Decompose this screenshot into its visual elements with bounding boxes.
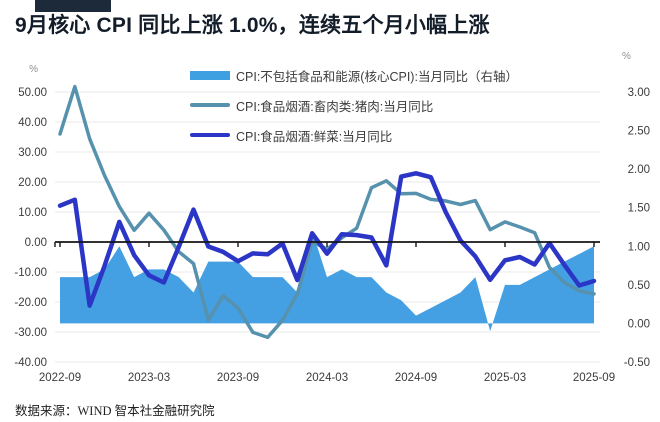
svg-text:0.50: 0.50 <box>628 280 650 292</box>
zero-axis <box>54 241 600 247</box>
svg-text:2024-03: 2024-03 <box>306 372 348 384</box>
legend-label: CPI:食品烟酒:畜肉类:猪肉:当月同比 <box>236 99 434 114</box>
legend-item-vegetable-cpi: CPI:食品烟酒:鲜菜:当月同比 <box>190 120 518 150</box>
svg-text:%: % <box>622 51 631 62</box>
svg-text:2023-03: 2023-03 <box>128 372 170 384</box>
svg-text:2.50: 2.50 <box>628 126 650 138</box>
pork-cpi-line-series <box>58 84 596 340</box>
svg-text:2.00: 2.00 <box>628 164 650 176</box>
core-cpi-area-series <box>60 230 594 332</box>
svg-text:50.00: 50.00 <box>18 87 47 99</box>
data-source-label: 数据来源：WIND 智本社金融研究院 <box>15 404 215 418</box>
pork-cpi-line-swatch <box>190 103 230 107</box>
svg-text:-0.50: -0.50 <box>624 357 650 369</box>
svg-text:0.00: 0.00 <box>628 318 650 330</box>
legend-item-core-cpi: CPI:不包括食品和能源(核心CPI):当月同比（右轴） <box>190 60 518 90</box>
vegetable-cpi-line-swatch <box>190 133 230 137</box>
svg-text:10.00: 10.00 <box>18 207 47 219</box>
svg-text:2025-09: 2025-09 <box>573 372 615 384</box>
chart-legend: CPI:不包括食品和能源(核心CPI):当月同比（右轴） CPI:食品烟酒:畜肉… <box>190 60 518 150</box>
svg-text:40.00: 40.00 <box>18 117 47 129</box>
x-axis-labels: 2022-09 2023-03 2023-09 2024-03 2024-09 2025-… <box>39 372 615 384</box>
legend-item-pork-cpi: CPI:食品烟酒:畜肉类:猪肉:当月同比 <box>190 90 518 120</box>
svg-text:-20.00: -20.00 <box>14 297 47 309</box>
svg-text:3.00: 3.00 <box>628 87 650 99</box>
svg-text:2022-09: 2022-09 <box>39 372 81 384</box>
svg-text:-10.00: -10.00 <box>14 267 47 279</box>
svg-text:30.00: 30.00 <box>18 147 47 159</box>
legend-label: CPI:食品烟酒:鲜菜:当月同比 <box>236 129 393 144</box>
svg-text:2023-09: 2023-09 <box>217 372 259 384</box>
svg-text:%: % <box>29 64 38 75</box>
core-cpi-area-swatch <box>190 70 230 80</box>
svg-text:2024-09: 2024-09 <box>395 372 437 384</box>
axis-unit-labels: %% <box>29 51 631 75</box>
header-block <box>35 0 111 12</box>
svg-text:0.00: 0.00 <box>25 237 47 249</box>
legend-label: CPI:不包括食品和能源(核心CPI):当月同比（右轴） <box>236 69 518 84</box>
svg-text:2025-03: 2025-03 <box>484 372 526 384</box>
left-axis-labels: 50.00 40.00 30.00 20.00 10.00 0.00 -10.00 -20.0… <box>14 87 47 369</box>
svg-text:20.00: 20.00 <box>18 177 47 189</box>
vegetable-cpi-line-series <box>57 171 597 308</box>
svg-text:-40.00: -40.00 <box>14 357 47 369</box>
svg-text:1.00: 1.00 <box>628 241 650 253</box>
right-axis-labels: 3.00 2.50 2.00 1.50 1.00 0.50 0.00 -0.50 <box>624 87 650 369</box>
page-title: 9月核心 CPI 同比上涨 1.0%，连续五个月小幅上涨 <box>15 14 490 37</box>
svg-text:1.50: 1.50 <box>628 203 650 215</box>
svg-text:-30.00: -30.00 <box>14 327 47 339</box>
